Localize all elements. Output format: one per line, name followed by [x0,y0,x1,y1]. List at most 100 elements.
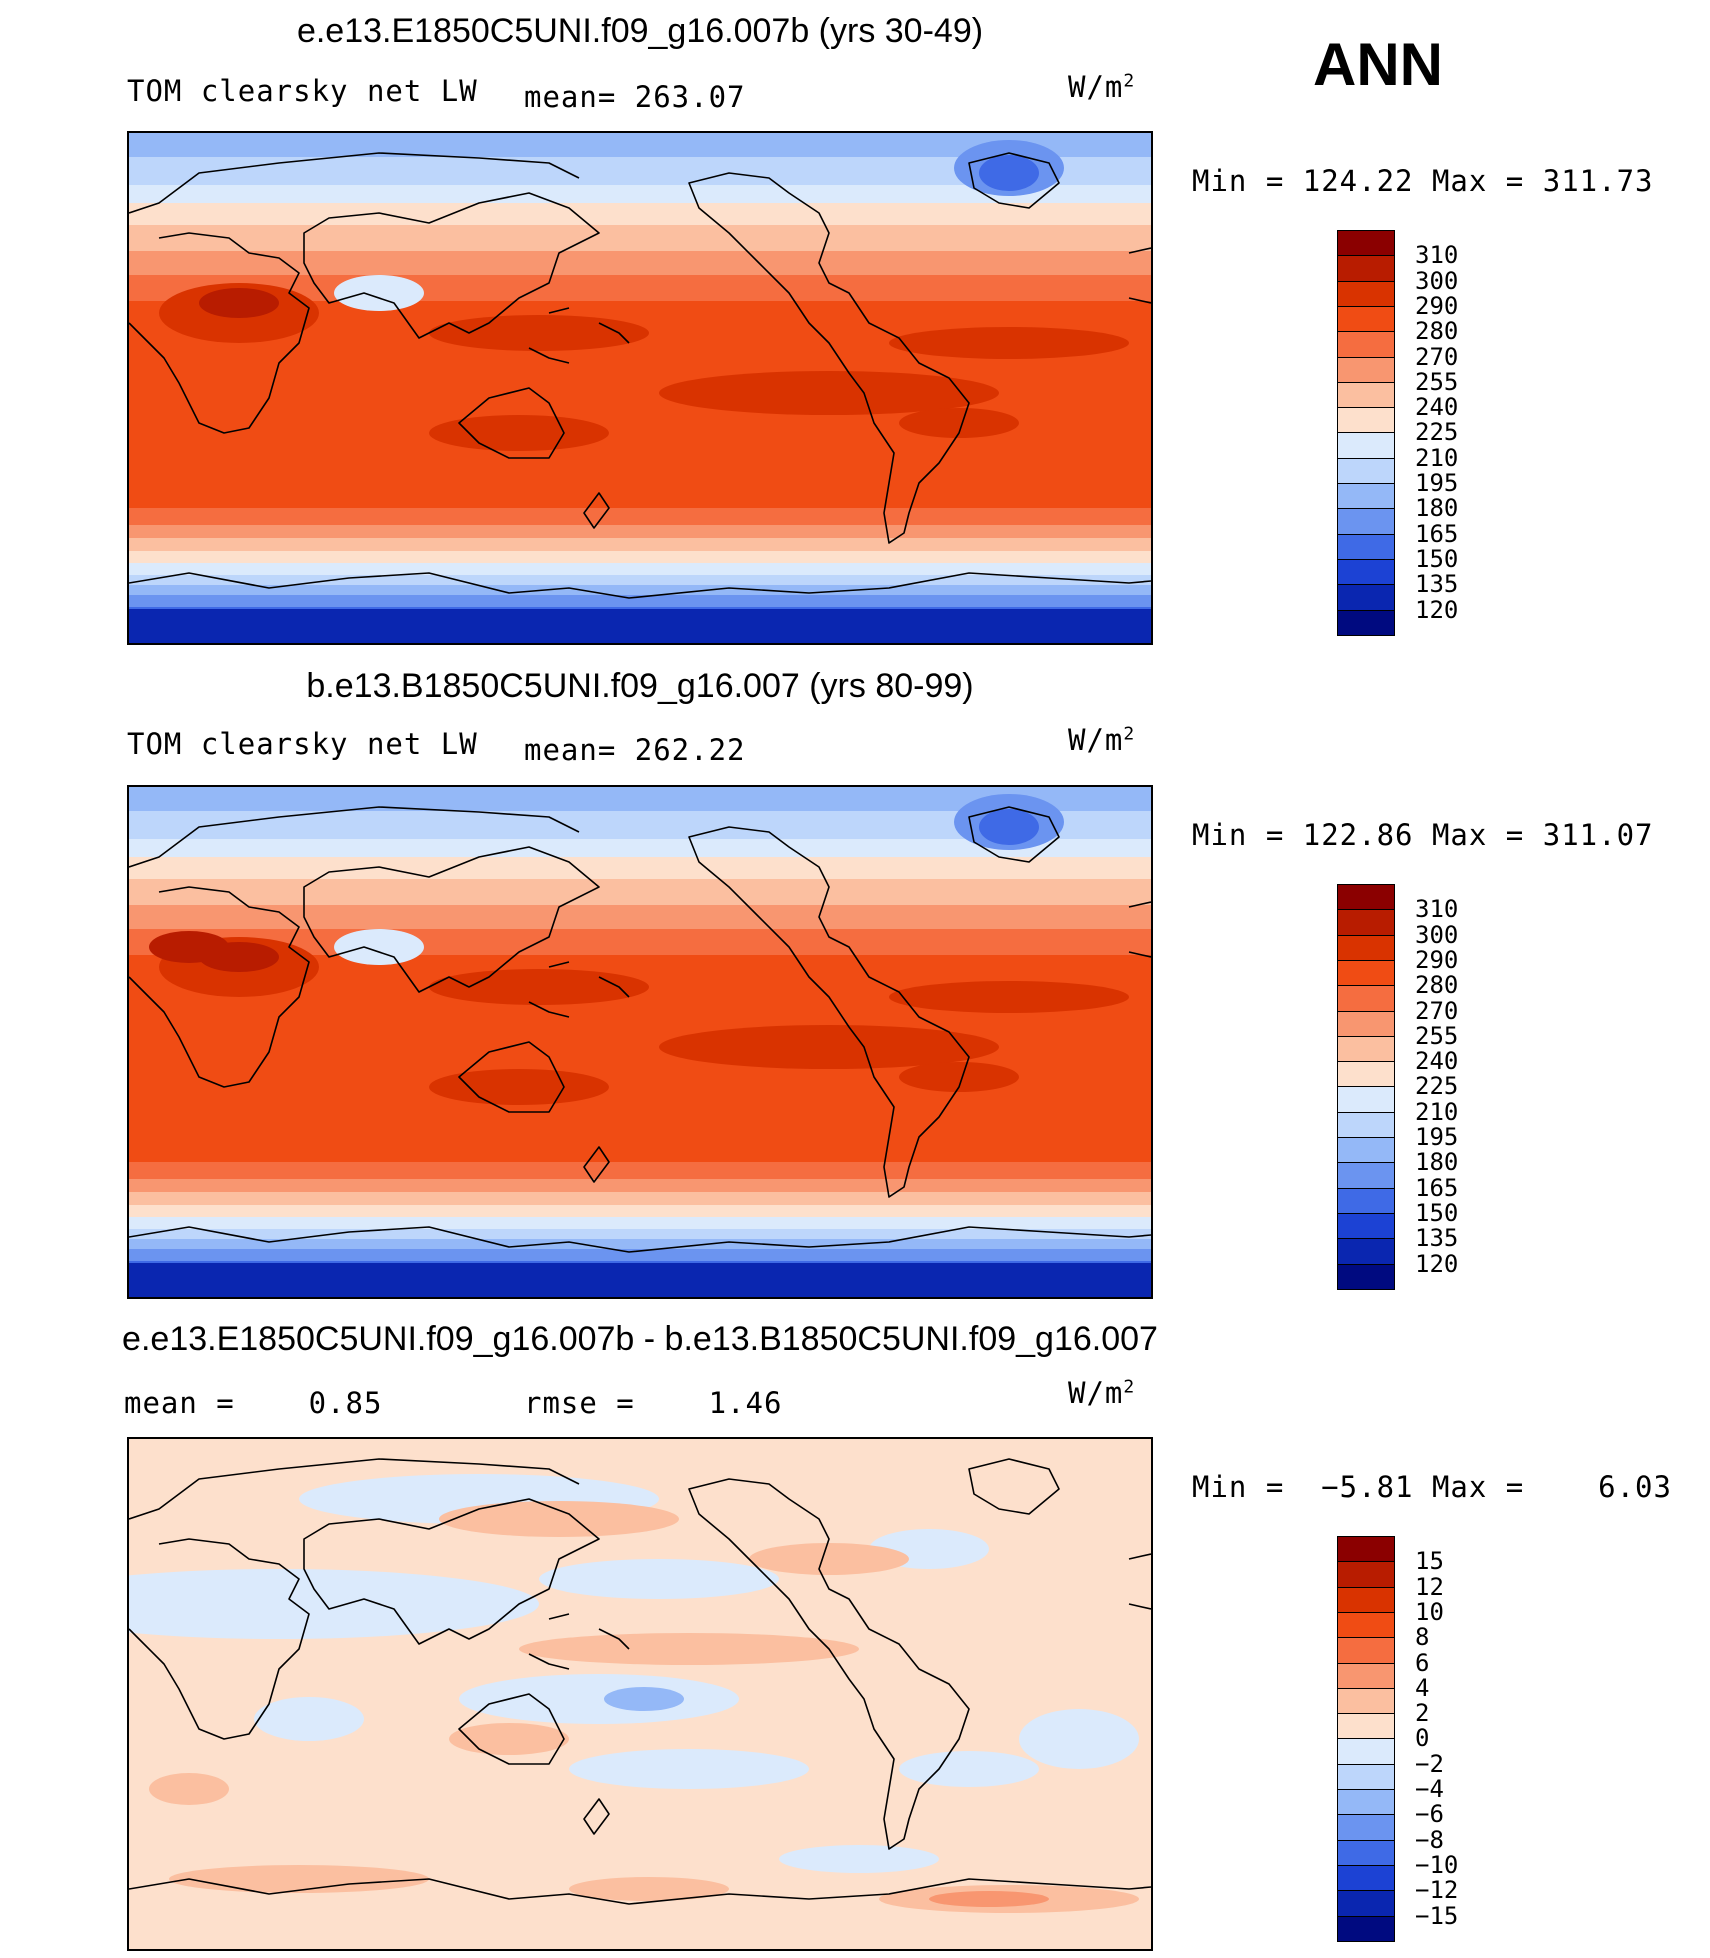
negative-anomaly [129,1569,539,1639]
negative-anomaly [899,1751,1039,1787]
colorbar-tick-label: 270 [1415,342,1459,371]
latitude-band [129,595,1151,607]
coastline-path [129,1458,580,1520]
colorbar-swatch [1337,230,1395,257]
colorbar-tick-label: 195 [1415,1123,1459,1151]
colorbar-tick-label: −4 [1415,1775,1444,1803]
coastline-path [129,886,310,1088]
colorbar-swatch [1337,407,1395,434]
sahara-core-west [149,931,229,963]
coastline-path [688,1478,970,1850]
warm-pool-band [429,315,649,351]
coastline-path [129,1538,310,1740]
colorbar-swatch [1337,533,1395,561]
south-atlantic-band [899,1062,1019,1092]
latitude-band [129,575,1151,585]
negative-anomaly [779,1845,939,1873]
colorbar-swatch [1337,1763,1395,1791]
panel-3-mean-label: mean = 0.85 [124,1386,383,1420]
coastline-path [129,572,1151,599]
colorbar-tick-label: 120 [1415,1249,1459,1278]
panel-2-min-max: Min = 122.86 Max = 311.07 [1192,818,1654,852]
colorbar-tick-label: 165 [1415,519,1459,548]
colorbar-swatch [1337,1238,1395,1265]
panel-2-colorbar: 310 300 290 280 270 255 240 225 210 195 180 165 150 1… [1337,884,1458,1291]
coastline-path [583,1146,610,1183]
colorbar-swatch [1337,1713,1395,1740]
colorbar-swatch [1337,1814,1395,1842]
coastline-path [458,1693,565,1765]
coastline-path [528,1613,630,1670]
negative-anomaly [254,1697,364,1741]
units-base: W/m [1068,1376,1124,1410]
colorbar-tick-label: −6 [1415,1800,1444,1829]
pacific-band [659,1025,999,1069]
south-indian-band [429,1069,609,1105]
colorbar-tick-label: 120 [1415,595,1459,624]
negative-anomaly [539,1559,779,1599]
coastline-path [968,806,1060,863]
units-exponent: 2 [1123,1376,1136,1398]
colorbar-tick-label: 12 [1415,1572,1444,1601]
colorbar-swatch [1337,1010,1395,1038]
colorbar-tick-label: 255 [1415,367,1459,396]
negative-anomaly-strong [604,1687,684,1711]
colorbar-swatch [1337,1536,1395,1563]
colorbar-swatch [1337,1187,1395,1215]
latitude-band [129,1192,1151,1205]
colorbar-tick-label: 300 [1415,266,1459,295]
warm-pool-band [429,969,649,1005]
colorbar-tick-label: 2 [1415,1699,1430,1728]
colorbar-tick-label: 180 [1415,494,1459,523]
colorbar-swatch [1337,558,1395,586]
colorbar-swatch [1337,356,1395,384]
colorbar-tick-label: 165 [1415,1173,1459,1202]
colorbar-swatch [1337,1263,1395,1291]
latitude-band [129,1217,1151,1229]
positive-anomaly [169,1865,429,1893]
panel-3-map [127,1437,1153,1951]
positive-anomaly [149,1773,229,1805]
coastline-path [129,232,310,434]
positive-anomaly [749,1543,909,1575]
panel-3-colorbar: 15 12 10 8 6 4 2 0 −2 −4 −6 −8 −10 −12 −15 [1337,1536,1458,1943]
colorbar-swatch [1337,1061,1395,1088]
latitude-band [129,1249,1151,1261]
panel-2-map [127,785,1153,1299]
colorbar-tick-label: 300 [1415,920,1459,949]
latitude-band [129,551,1151,563]
units-base: W/m [1068,723,1124,757]
panel-3-rmse-label: rmse = 1.46 [524,1386,783,1420]
coastline-path [129,152,580,214]
latitude-band [129,508,1151,525]
panel-1-min-max: Min = 124.22 Max = 311.73 [1192,164,1654,198]
colorbar-swatch [1337,1890,1395,1917]
antarctic-band [129,1263,1151,1297]
colorbar-swatch [1337,1915,1395,1943]
colorbar-swatch [1337,1162,1395,1190]
colorbar-tick-label: 270 [1415,996,1459,1025]
coastline-path [1128,1553,1151,1610]
panel-3-title: e.e13.E1850C5UNI.f09_g16.007b - b.e13.B1… [122,1320,1158,1358]
latitude-band [129,1229,1151,1239]
season-label: ANN [1313,31,1443,98]
coastlines [129,152,1151,599]
colorbar-swatch [1337,985,1395,1012]
coastline-path [458,1041,565,1113]
pacific-band [659,371,999,415]
panel-1-title: e.e13.E1850C5UNI.f09_g16.007b (yrs 30-49… [296,12,984,50]
colorbar-swatch [1337,609,1395,637]
units-base: W/m [1068,70,1124,104]
panel-1-units: W/m2 [1068,70,1135,104]
latitude-band [129,563,1151,575]
colorbar-swatch [1337,255,1395,283]
coastline-path [688,172,970,544]
colorbar-tick-label: 290 [1415,945,1459,974]
panel-3-min-max: Min = −5.81 Max = 6.03 [1192,1470,1672,1504]
colorbar-tick-label: −12 [1415,1876,1459,1905]
latitude-band [129,839,1151,857]
colorbar-swatch [1337,884,1395,911]
colorbar-swatch [1337,909,1395,937]
colorbar-swatch [1337,1738,1395,1766]
coastline-path [458,387,565,459]
